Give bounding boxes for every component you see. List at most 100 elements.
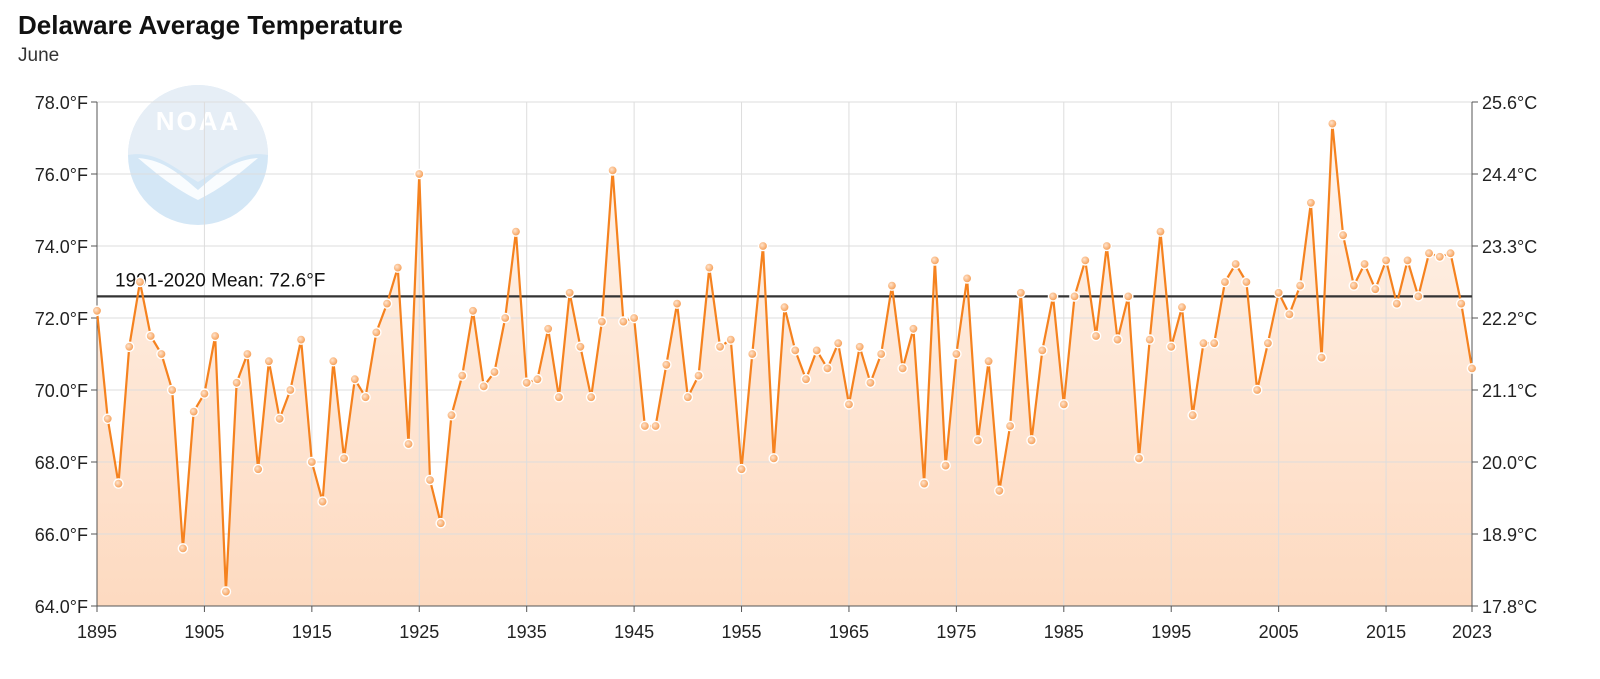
data-point (1327, 118, 1338, 129)
data-point (252, 463, 264, 475)
data-point (811, 345, 823, 356)
data-point (983, 355, 994, 367)
x-tick-label: 1945 (614, 622, 654, 642)
data-point (693, 370, 704, 381)
data-point (1445, 247, 1456, 259)
data-point (768, 453, 780, 464)
data-point (91, 305, 103, 317)
y-tick-label-left: 74.0°F (35, 237, 88, 257)
y-tick-label-right: 18.9°C (1482, 525, 1537, 545)
data-point (134, 276, 146, 288)
data-point (532, 373, 543, 385)
data-point (822, 363, 833, 374)
x-tick-label: 1895 (77, 622, 117, 642)
data-point (1176, 301, 1188, 313)
data-point (607, 165, 618, 176)
data-point (854, 341, 866, 353)
y-tick-label-left: 78.0°F (35, 93, 88, 113)
data-point (1262, 337, 1274, 349)
data-point (875, 348, 887, 360)
data-point (832, 337, 844, 349)
data-point (1316, 352, 1327, 363)
data-point (542, 323, 554, 335)
data-point (102, 413, 114, 425)
data-point (1122, 291, 1134, 302)
data-point (682, 391, 694, 403)
data-point (392, 262, 404, 273)
data-point (413, 168, 425, 180)
data-point (628, 312, 640, 324)
data-point (1337, 229, 1349, 241)
data-point (263, 355, 275, 367)
data-point (177, 543, 189, 554)
data-point (349, 373, 361, 385)
data-point (1230, 258, 1241, 270)
data-point (886, 280, 898, 291)
data-point (1273, 287, 1284, 299)
data-point (403, 438, 414, 450)
y-tick-label-left: 70.0°F (35, 381, 88, 401)
data-point (424, 474, 436, 486)
data-point (1101, 240, 1113, 252)
data-point (521, 377, 532, 389)
x-tick-label: 1935 (507, 622, 547, 642)
data-point (1402, 255, 1413, 266)
data-point (1079, 255, 1091, 266)
data-point (1198, 337, 1209, 349)
data-point (1112, 334, 1123, 345)
data-point (199, 388, 210, 399)
data-point (1144, 334, 1156, 345)
y-tick-label-left: 72.0°F (35, 309, 88, 329)
data-point (145, 330, 157, 342)
data-point (456, 370, 468, 381)
data-point (1466, 363, 1478, 374)
mean-label: 1991-2020 Mean: 72.6°F (115, 270, 325, 291)
data-point (317, 496, 328, 507)
data-point (1187, 409, 1198, 421)
data-point (618, 316, 629, 327)
data-point (231, 377, 242, 389)
data-point (360, 391, 371, 403)
data-point (865, 377, 876, 389)
x-tick-label: 1915 (292, 622, 332, 642)
data-point (789, 345, 801, 356)
data-point (714, 341, 726, 353)
data-point (1026, 435, 1037, 446)
data-point (166, 384, 178, 396)
data-point (908, 323, 919, 335)
y-tick-label-right: 20.0°C (1482, 453, 1537, 473)
data-point (661, 359, 672, 371)
y-tick-label-right: 17.8°C (1482, 597, 1537, 617)
data-point (972, 435, 984, 446)
data-point (295, 334, 307, 345)
data-point (435, 517, 447, 529)
data-point (1391, 298, 1403, 309)
noaa-logo-text: NOAA (156, 106, 241, 136)
data-point (1090, 330, 1102, 342)
data-point (1370, 283, 1381, 295)
data-point (1037, 345, 1048, 356)
data-point (1348, 280, 1360, 291)
data-point (1455, 298, 1467, 309)
data-point (951, 348, 962, 360)
data-point (1004, 420, 1016, 432)
data-point (1284, 309, 1295, 320)
x-tick-label: 1975 (936, 622, 976, 642)
series-area (97, 123, 1472, 606)
x-tick-label: 2005 (1259, 622, 1299, 642)
data-point (1305, 197, 1317, 209)
x-tick-label: 2015 (1366, 622, 1406, 642)
data-point (489, 366, 500, 378)
data-point (553, 391, 565, 403)
data-point (1047, 291, 1059, 302)
y-tick-label-left: 68.0°F (35, 453, 88, 473)
data-point (575, 341, 586, 353)
y-tick-label-left: 66.0°F (35, 525, 88, 545)
data-point (800, 373, 812, 385)
chart-title: Delaware Average Temperature (18, 10, 403, 40)
data-point (188, 406, 199, 417)
data-point (564, 287, 575, 299)
data-point (1155, 226, 1166, 237)
x-tick-label: 1995 (1151, 622, 1191, 642)
y-tick-label-right: 25.6°C (1482, 93, 1537, 113)
